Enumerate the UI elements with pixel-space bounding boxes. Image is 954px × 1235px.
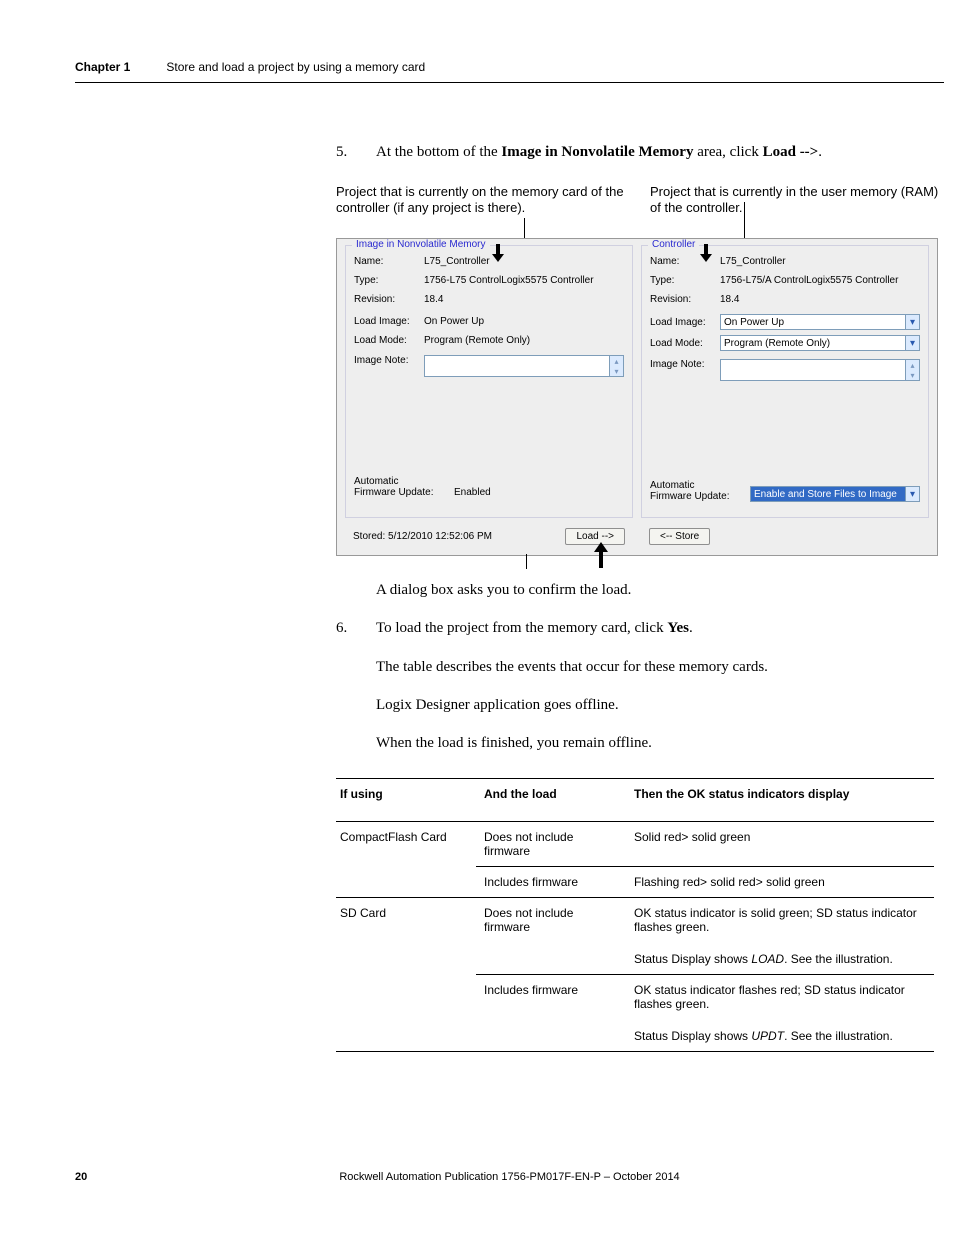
type-label: Type: — [354, 275, 424, 286]
name-value: L75_Controller — [424, 256, 624, 267]
type-label: Type: — [650, 275, 720, 286]
afu-label-1: Automatic — [650, 480, 750, 491]
publication-label: Rockwell Automation Publication 1756-PM0… — [339, 1171, 679, 1183]
arrow-up-icon — [594, 542, 608, 568]
step-5: 5. At the bottom of the Image in Nonvola… — [336, 142, 944, 162]
afu-label-2: Firmware Update: — [354, 487, 454, 498]
image-note-label: Image Note: — [650, 359, 720, 370]
load-image-value: On Power Up — [424, 316, 624, 327]
name-label: Name: — [354, 256, 424, 267]
afu-selected: Enable and Store Files to Image — [754, 489, 897, 500]
callout-line-left — [524, 218, 525, 238]
load-image-label: Load Image: — [354, 316, 424, 327]
load-image-selected: On Power Up — [724, 317, 784, 328]
image-note-textarea[interactable]: ▴ ▾ — [720, 359, 920, 381]
table-row: CompactFlash Card Does not include firmw… — [336, 821, 934, 866]
stored-timestamp: Stored: 5/12/2010 12:52:06 PM — [353, 531, 492, 542]
image-in-nvm-panel: Image in Nonvolatile Memory Name:L75_Con… — [345, 245, 633, 518]
type-value: 1756-L75 ControlLogix5575 Controller — [424, 275, 624, 286]
load-mode-label: Load Mode: — [354, 335, 424, 346]
nonvolatile-memory-dialog: Image in Nonvolatile Memory Name:L75_Con… — [336, 238, 938, 556]
table-header-row: If using And the load Then the OK status… — [336, 779, 934, 810]
load-mode-value: Program (Remote Only) — [424, 335, 624, 346]
cell-status: OK status indicator is solid green; SD s… — [626, 897, 934, 974]
cell-and-load: Includes firmware — [476, 866, 626, 897]
cell-status: Flashing red> solid red> solid green — [626, 866, 934, 897]
load-mode-select[interactable]: Program (Remote Only) ▾ — [720, 335, 920, 351]
afu-select[interactable]: Enable and Store Files to Image ▾ — [750, 486, 920, 502]
cell-and-load: Includes firmware — [476, 974, 626, 1051]
chevron-down-icon[interactable]: ▾ — [905, 315, 919, 329]
afu-label-1: Automatic — [354, 476, 454, 487]
header-title: Store and load a project by using a memo… — [166, 60, 425, 74]
table-row: SD Card Does not include firmware OK sta… — [336, 897, 934, 974]
body-column: 5. At the bottom of the Image in Nonvola… — [336, 142, 944, 180]
step-text: To load the project from the memory card… — [376, 618, 944, 638]
step-6: 6. To load the project from the memory c… — [336, 618, 944, 638]
header-ok-status: Then the OK status indicators display — [626, 779, 934, 810]
scroll-up-icon[interactable]: ▴ — [905, 360, 919, 370]
image-note-label: Image Note: — [354, 355, 424, 366]
panel-legend-right: Controller — [648, 239, 699, 250]
after-figure-section: A dialog box asks you to confirm the loa… — [336, 580, 944, 771]
table-row: Includes firmware OK status indicator fl… — [336, 974, 934, 1051]
arrow-down-icon — [700, 244, 712, 262]
cell-if-using — [336, 974, 476, 1051]
load-image-label: Load Image: — [650, 317, 720, 328]
page-number: 20 — [75, 1171, 87, 1183]
load-mode-selected: Program (Remote Only) — [724, 338, 830, 349]
table-intro-para: The table describes the events that occu… — [376, 657, 944, 677]
chevron-down-icon[interactable]: ▾ — [905, 336, 919, 350]
header-if-using: If using — [336, 779, 476, 810]
afu-value: Enabled — [454, 487, 624, 498]
image-note-textarea[interactable]: ▴ ▾ — [424, 355, 624, 377]
step-number: 6. — [336, 618, 376, 638]
panel-legend-left: Image in Nonvolatile Memory — [352, 239, 490, 250]
scroll-down-icon[interactable]: ▾ — [905, 370, 919, 380]
callout-line-right — [744, 202, 745, 238]
type-value: 1756-L75/A ControlLogix5575 Controller — [720, 275, 920, 286]
page-header: Chapter 1 Store and load a project by us… — [75, 60, 944, 83]
step-number: 5. — [336, 142, 376, 162]
table-row: Includes firmware Flashing red> solid re… — [336, 866, 934, 897]
cell-and-load: Does not include firmware — [476, 897, 626, 974]
divider-line — [526, 554, 527, 569]
cell-status: OK status indicator flashes red; SD stat… — [626, 974, 934, 1051]
step-text: At the bottom of the Image in Nonvolatil… — [376, 142, 944, 162]
afu-label-2: Firmware Update: — [650, 491, 750, 502]
revision-label: Revision: — [650, 294, 720, 305]
load-image-select[interactable]: On Power Up ▾ — [720, 314, 920, 330]
load-mode-label: Load Mode: — [650, 338, 720, 349]
offline2-para: When the load is finished, you remain of… — [376, 733, 944, 753]
scroll-up-icon[interactable]: ▴ — [609, 356, 623, 366]
cell-status: Solid red> solid green — [626, 821, 934, 866]
page-footer: 20 Rockwell Automation Publication 1756-… — [75, 1171, 944, 1183]
revision-label: Revision: — [354, 294, 424, 305]
revision-value: 18.4 — [424, 294, 624, 305]
cell-if-using: CompactFlash Card — [336, 821, 476, 866]
chevron-down-icon[interactable]: ▾ — [905, 487, 919, 501]
controller-panel: Controller Name:L75_Controller Type:1756… — [641, 245, 929, 518]
cell-if-using: SD Card — [336, 897, 476, 974]
revision-value: 18.4 — [720, 294, 920, 305]
offline1-para: Logix Designer application goes offline. — [376, 695, 944, 715]
annotation-right: Project that is currently in the user me… — [650, 184, 950, 217]
cell-if-using — [336, 866, 476, 897]
confirm-para: A dialog box asks you to confirm the loa… — [376, 580, 944, 600]
figure-container: Project that is currently on the memory … — [336, 184, 944, 556]
chapter-label: Chapter 1 — [75, 60, 130, 74]
scroll-down-icon[interactable]: ▾ — [609, 366, 623, 376]
annotation-left: Project that is currently on the memory … — [336, 184, 626, 217]
cell-and-load: Does not include firmware — [476, 821, 626, 866]
store-button[interactable]: <-- Store — [649, 528, 710, 545]
status-indicator-table: If using And the load Then the OK status… — [336, 778, 934, 1052]
arrow-down-icon — [492, 244, 504, 262]
name-value: L75_Controller — [720, 256, 920, 267]
header-and-load: And the load — [476, 779, 626, 810]
